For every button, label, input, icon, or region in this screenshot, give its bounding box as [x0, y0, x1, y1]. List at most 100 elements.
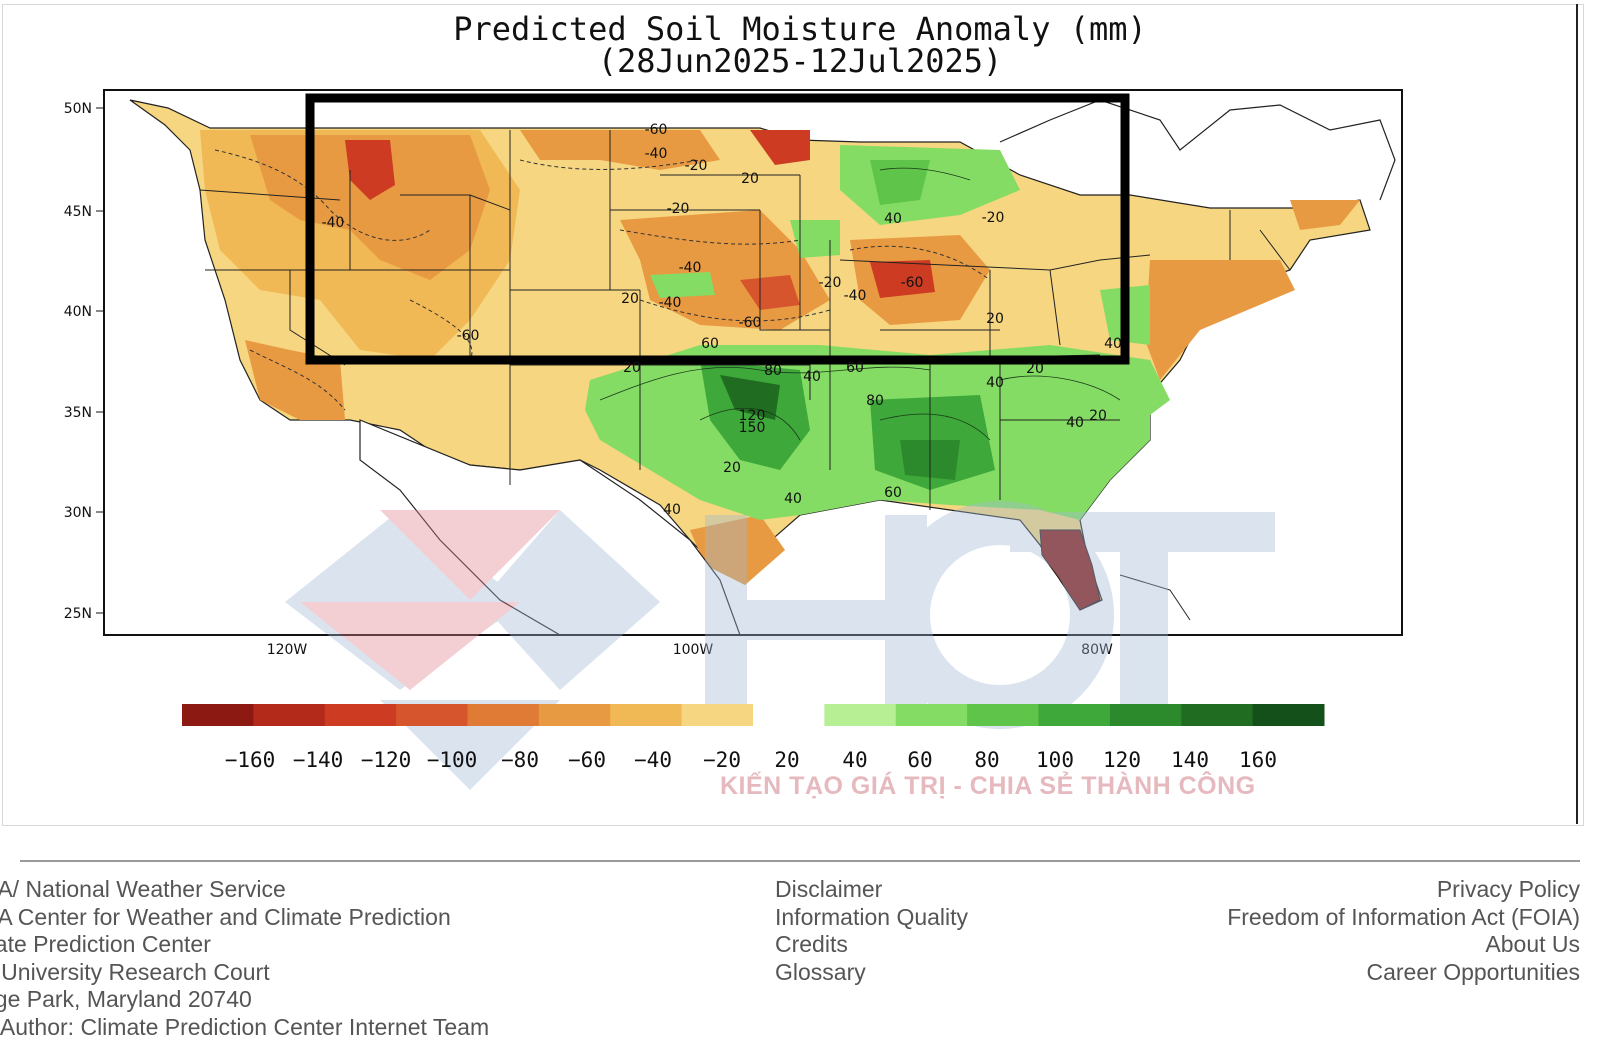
lat-tick-label: 25N: [64, 606, 92, 622]
contour-label: 20: [1089, 408, 1107, 424]
canada-coastline: [999, 99, 1396, 201]
lat-tick-label: 45N: [64, 204, 92, 220]
map-title: Predicted Soil Moisture Anomaly (mm): [453, 10, 1147, 48]
dry-region-maine: [1290, 200, 1360, 230]
contour-label: 80: [866, 393, 884, 409]
watermark-diamond-right: [480, 510, 660, 690]
colorbar-label: 100: [1036, 748, 1074, 772]
contour-label: 40: [1066, 415, 1084, 431]
contour-label: -60: [645, 122, 668, 138]
colorbar-swatch: [967, 704, 1039, 726]
colorbar-label: −60: [568, 748, 606, 772]
watermark-triangle-top: [380, 510, 560, 600]
colorbar-swatch: [253, 704, 326, 726]
mexico-landmass: [359, 419, 741, 635]
colorbar-swatch: [467, 704, 540, 726]
contour-label: -40: [659, 295, 682, 311]
footer-office: nate Prediction Center: [0, 931, 211, 957]
colorbar-swatch: [324, 704, 397, 726]
dry-region-northeast: [1145, 260, 1295, 380]
contour-label: -20: [667, 201, 690, 217]
map-border: [103, 89, 1403, 636]
footer-links-middle: Disclaimer Information Quality Credits G…: [775, 876, 968, 986]
colorbar-swatch: [610, 704, 683, 726]
contour-label: 120: [739, 408, 766, 424]
colorbar-label: 140: [1171, 748, 1209, 772]
colorbar-label: 80: [974, 748, 1000, 772]
colorbar-label: −140: [292, 748, 344, 772]
contour-label: 40: [803, 369, 821, 385]
disclaimer-link[interactable]: Disclaimer: [775, 876, 883, 902]
contour-label: 80: [764, 363, 782, 379]
colorbar-swatch: [1109, 704, 1182, 726]
wet-contours: [599, 167, 1121, 441]
watermark-letter-t-stem: [1120, 552, 1168, 724]
colorbar-label: 120: [1103, 748, 1141, 772]
contour-label: -20: [819, 275, 842, 291]
wet-region-carolinas: [1100, 360, 1170, 430]
privacy-policy-link[interactable]: Privacy Policy: [1436, 876, 1580, 902]
contour-label: 20: [723, 460, 741, 476]
footer-center: AA Center for Weather and Climate Predic…: [0, 903, 451, 930]
contour-label: -40: [645, 146, 668, 162]
lon-tick-label: 80W: [1081, 642, 1113, 658]
colorbar-label: −120: [360, 748, 412, 772]
contour-label: -40: [322, 215, 345, 231]
contour-label: 20: [741, 171, 759, 187]
footer-agency: AA/ National Weather Service: [0, 876, 286, 902]
map-subtitle: (28Jun2025-12Jul2025): [597, 42, 1003, 80]
career-opportunities-link[interactable]: Career Opportunities: [1366, 958, 1581, 985]
dry-region-northplains: [520, 130, 720, 170]
contour-label: 40: [663, 502, 681, 518]
dry-region-midwest-core: [870, 260, 935, 298]
foia-link[interactable]: Freedom of Information Act (FOIA): [1227, 903, 1580, 930]
colorbar-label: 60: [907, 748, 933, 772]
colorbar-swatch: [538, 704, 611, 726]
watermark-diamond-left: [285, 510, 525, 690]
watermark-letter-t-top: [1010, 512, 1275, 552]
watermark-letter-h-right: [885, 515, 927, 725]
footer-divider: [20, 860, 1580, 862]
watermark-slogan: KIẾN TẠO GIÁ TRỊ - CHIA SẺ THÀNH CÔNG: [720, 772, 1256, 800]
lat-tick-label: 35N: [64, 405, 92, 421]
footer-city: ege Park, Maryland 20740: [0, 986, 252, 1012]
colorbar-label: 160: [1239, 748, 1277, 772]
lon-tick-label: 100W: [673, 642, 714, 658]
lat-tick-label: 50N: [64, 101, 92, 117]
footer-links-right: Privacy Policy Freedom of Information Ac…: [1227, 876, 1580, 986]
credits-link[interactable]: Credits: [775, 931, 848, 957]
colorbar-label: 20: [774, 748, 800, 772]
information-quality-link[interactable]: Information Quality: [775, 903, 969, 930]
lon-tick-label: 120W: [267, 642, 308, 658]
contour-label: 40: [986, 375, 1004, 391]
about-us-link[interactable]: About Us: [1485, 931, 1580, 957]
contour-label: 20: [1026, 361, 1044, 377]
wet-region-great-lakes-core: [870, 160, 930, 205]
colorbar-swatch: [681, 704, 754, 726]
wet-region-nebraska: [650, 272, 715, 298]
colorbar-label: −160: [224, 748, 276, 772]
chart-frame: [2, 4, 1584, 826]
contour-label: -60: [457, 328, 480, 344]
lat-tick-label: 40N: [64, 304, 92, 320]
contour-label: 40: [784, 491, 802, 507]
contour-label: -40: [844, 288, 867, 304]
glossary-link[interactable]: Glossary: [775, 958, 866, 985]
watermark-letter-h-left: [705, 515, 747, 725]
contour-label: -40: [679, 260, 702, 276]
footer-street: 0 University Research Court: [0, 958, 270, 985]
colorbar-swatch: [1181, 704, 1254, 726]
dry-region-minnesota: [750, 130, 810, 165]
contour-label: -20: [982, 210, 1005, 226]
contour-label: -60: [739, 315, 762, 331]
cuba-coastline: [1119, 574, 1191, 621]
colorbar-swatch: [1252, 704, 1325, 726]
watermark-triangle-mid: [300, 602, 520, 690]
contour-label: 40: [884, 211, 902, 227]
contour-label: 20: [621, 291, 639, 307]
colorbar-label: −80: [501, 748, 539, 772]
colorbar-swatch: [895, 704, 968, 726]
brand-watermark: [285, 501, 1275, 790]
colorbar-label: 40: [842, 748, 868, 772]
contour-label: 150: [739, 420, 766, 436]
